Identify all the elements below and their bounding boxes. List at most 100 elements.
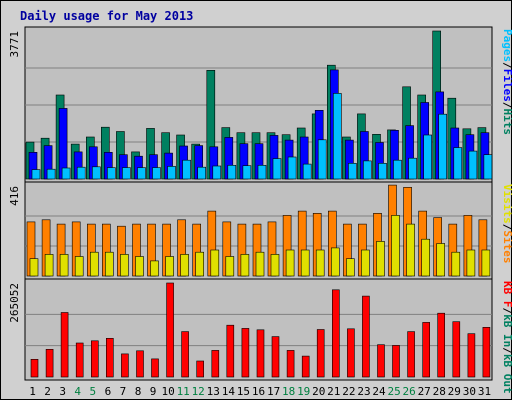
bar-kb-f [136,350,144,378]
x-tick-label: 24 [372,385,386,398]
bar-kb-f [452,321,461,378]
x-tick-label: 8 [135,385,142,398]
bar-kb-f [392,345,400,378]
x-tick-label: 21 [327,385,340,398]
x-tick-label: 13 [207,385,220,398]
bar-kb-f [226,324,235,378]
bar-kb-f [482,326,491,378]
legend-entry: / [501,102,512,109]
bar-visits [330,247,340,277]
x-tick-label: 28 [433,385,446,398]
bar-visits [406,223,415,277]
bar-visits [195,251,204,277]
panel-bottom: 265052 KB F/kB In/kB Out [8,278,512,394]
bar-pages [122,167,131,180]
bar-visits [59,254,69,277]
x-tick-label: 14 [222,385,236,398]
panel-middle: 416 Visits/Sites [8,181,512,280]
x-tick-label: 15 [237,385,250,398]
x-tick-label: 27 [418,385,431,398]
bar-pages [227,165,237,180]
bar-visits [180,254,189,277]
x-tick-label: 6 [105,385,112,398]
x-tick-label: 20 [312,385,325,398]
bar-visits [240,254,250,277]
bar-visits [165,256,174,277]
bar-pages [332,93,342,180]
bar-kb-f [106,337,114,378]
bar-pages [468,150,478,180]
legend-entry: KB F [501,281,512,308]
bar-visits [150,260,159,277]
legend-bottom: KB F/kB In/kB Out [501,281,512,394]
bar-pages [257,165,267,180]
bar-pages [197,166,206,180]
x-tick-label: 31 [478,385,491,398]
bar-visits [421,238,431,277]
x-tick-label: 9 [150,385,157,398]
bar-kb-f [60,312,69,378]
bar-kb-f [407,331,415,378]
bar-kb-f [121,353,129,378]
bar-kb-f [347,328,355,378]
y-max-label-top: 3771 [8,31,21,58]
bar-visits [210,249,220,277]
bar-kb-f [437,312,446,378]
bar-pages [438,113,448,180]
x-tick-label: 1 [29,385,36,398]
bar-visits [90,251,99,277]
bar-visits [361,249,370,277]
bar-pages [483,154,493,180]
y-max-label-middle: 416 [8,186,21,206]
x-tick-label: 25 [387,385,400,398]
bar-pages [167,166,176,180]
bar-pages [393,159,402,180]
bar-pages [212,165,222,180]
x-tick-label: 23 [357,385,370,398]
x-tick-label: 10 [161,385,174,398]
bar-visits [376,241,385,277]
bar-visits [466,249,476,277]
legend-entry: Visits [501,184,512,224]
bar-kb-f [241,328,250,378]
bar-pages [378,163,387,180]
x-tick-label: 3 [59,385,66,398]
x-axis-ticks: 1 2 3 4 5 6 7 8 9 10 11 12 13 14 15 16 17 18 19 20 21 22 23 24 2… [29,385,491,398]
bar-pages [317,139,327,180]
legend-entry: kB Out [501,354,512,394]
bar-pages [152,167,161,180]
x-tick-label: 19 [297,385,310,398]
legend-entry: Hits [501,109,512,136]
bar-kb-f [377,344,385,378]
bar-kb-f [331,289,340,378]
bar-visits [436,243,446,277]
bar-pages [423,134,433,180]
bar-kb-f [91,340,99,378]
bar-visits [300,249,310,277]
bar-visits [105,251,114,277]
x-tick-label: 4 [74,385,81,398]
bar-kb-f [75,342,84,378]
bar-kb-f [286,350,295,378]
legend-top: Pages/Files/Hits [501,29,512,135]
bar-visits [225,256,235,277]
x-tick-label: 30 [463,385,476,398]
legend-entry: Sites [501,230,512,263]
bar-visits [315,249,325,277]
bar-visits [285,249,295,277]
bar-kb-f [316,329,325,378]
bar-pages [363,160,372,180]
x-tick-label: 2 [44,385,51,398]
x-tick-label: 16 [252,385,265,398]
y-max-label-bottom: 265052 [8,283,21,323]
bar-kb-f [271,336,280,378]
panel-top: 3771 Pages/Files/Hits [8,26,512,183]
bar-kb-f [151,358,159,378]
bar-pages [46,168,56,180]
bar-kb-f [211,350,220,378]
bar-pages [182,159,191,180]
bar-pages [31,169,41,180]
bar-kb-f [196,360,204,378]
bar-pages [408,157,417,180]
bar-visits [74,256,84,277]
